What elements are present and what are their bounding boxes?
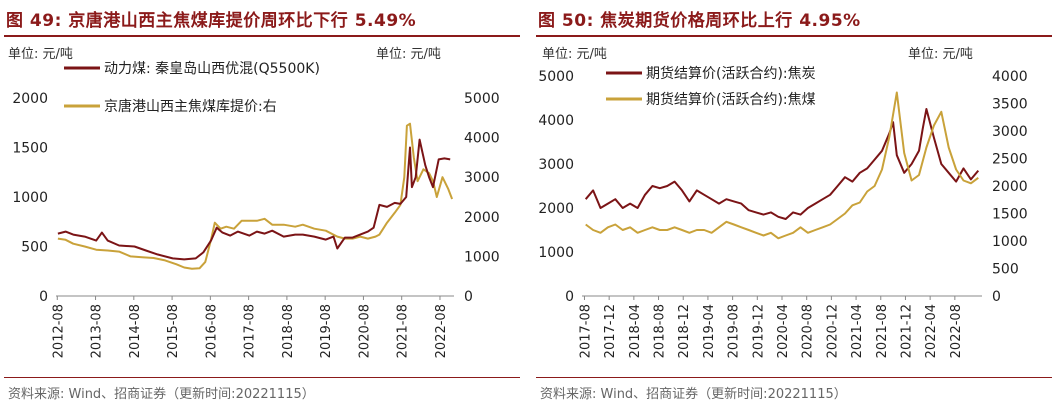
y-right-tick-label: 2000 [464, 210, 500, 226]
legend-label: 京唐港山西主焦煤库提价:右 [104, 98, 277, 115]
x-tick-label: 2018-08 [281, 304, 296, 358]
y-left-tick-label: 0 [39, 289, 48, 305]
y-left-tick-label: 1000 [12, 190, 48, 206]
x-tick-label: 2018-12 [677, 304, 692, 358]
y-left-tick-label: 5000 [538, 69, 574, 85]
y-right-tick-label: 1000 [464, 249, 500, 265]
left-axis-unit: 单位: 元/吨 [542, 47, 607, 62]
y-left-tick-label: 1500 [12, 141, 48, 157]
x-tick-label: 2017-12 [603, 304, 618, 358]
y-right-tick-label: 0 [992, 289, 1001, 305]
y-left-tick-label: 2000 [538, 201, 574, 217]
x-tick-label: 2021-08 [875, 304, 890, 358]
x-tick-label: 2013-08 [90, 304, 105, 358]
x-tick-label: 2021-08 [396, 304, 411, 358]
figure-title: 图 49: 京唐港山西主焦煤库提价周环比下行 5.49% [6, 11, 417, 31]
y-left-tick-label: 1000 [538, 245, 574, 261]
x-tick-label: 2020-08 [357, 304, 372, 358]
x-tick-label: 2019-08 [319, 304, 334, 358]
y-right-tick-label: 3000 [464, 170, 500, 186]
y-right-tick-label: 2000 [992, 179, 1028, 195]
x-tick-label: 2019-08 [727, 304, 742, 358]
x-tick-label: 2022-04 [924, 304, 939, 358]
x-tick-label: 2022-08 [949, 304, 964, 358]
y-right-tick-label: 500 [992, 262, 1019, 278]
x-tick-label: 2018-04 [628, 304, 643, 358]
x-tick-label: 2020-12 [825, 304, 840, 358]
y-right-tick-label: 1500 [992, 207, 1028, 223]
title-rule [4, 35, 520, 37]
figure-49: 图 49: 京唐港山西主焦煤库提价周环比下行 5.49% 单位: 元/吨 单位: … [4, 0, 524, 409]
y-left-tick-label: 3000 [538, 157, 574, 173]
left-axis-unit: 单位: 元/吨 [8, 47, 73, 62]
figure-50: 图 50: 焦炭期货价格周环比上行 4.95% 单位: 元/吨 单位: 元/吨 0 1… [536, 0, 1056, 409]
series-line-dark [57, 138, 451, 261]
y-left-tick-label: 0 [565, 289, 574, 305]
y-right-tick-label: 3000 [992, 124, 1028, 140]
source-note: 资料来源: Wind、招商证券（更新时间:20221115） [8, 387, 315, 402]
y-right-tick-label: 1000 [992, 234, 1028, 250]
y-right-tick-label: 3500 [992, 97, 1028, 113]
x-tick-label: 2017-08 [243, 304, 258, 358]
right-axis-unit: 单位: 元/吨 [376, 47, 441, 62]
y-right-tick-label: 4000 [464, 131, 500, 147]
x-tick-label: 2014-08 [128, 304, 143, 358]
x-tick-label: 2016-08 [204, 304, 219, 358]
y-left-tick-label: 4000 [538, 113, 574, 129]
y-left-tick-label: 2000 [12, 91, 48, 107]
chart-49: 单位: 元/吨 单位: 元/吨 0 500 1000 1500 2000 0 1000 2000 3… [8, 47, 500, 358]
title-rule [536, 35, 1052, 37]
x-tick-label: 2017-08 [578, 304, 593, 358]
x-tick-label: 2021-12 [899, 304, 914, 358]
y-right-tick-label: 0 [464, 289, 473, 305]
y-left-tick-label: 500 [21, 240, 48, 256]
x-tick-label: 2012-08 [51, 304, 66, 358]
x-tick-label: 2019-04 [702, 304, 717, 358]
x-tick-label: 2015-08 [166, 304, 181, 358]
right-axis-unit: 单位: 元/吨 [908, 47, 973, 62]
x-tick-label: 2019-12 [751, 304, 766, 358]
x-tick-label: 2021-04 [850, 304, 865, 358]
series-line-dark [584, 108, 980, 220]
legend-label: 期货结算价(活跃合约):焦炭 [646, 65, 816, 82]
footer-rule [536, 377, 1052, 378]
y-right-tick-label: 5000 [464, 91, 500, 107]
x-tick-label: 2018-08 [653, 304, 668, 358]
series-line-gold [57, 122, 454, 270]
y-right-tick-label: 2500 [992, 152, 1028, 168]
source-note: 资料来源: Wind、招商证券（更新时间:20221115） [540, 387, 847, 402]
legend-label: 期货结算价(活跃合约):焦煤 [646, 91, 816, 108]
legend-label: 动力煤: 秦皇岛山西优混(Q5500K) [104, 61, 320, 77]
chart-50: 单位: 元/吨 单位: 元/吨 0 1000 2000 3000 4000 5000 0 500 1… [538, 47, 1028, 358]
figure-title: 图 50: 焦炭期货价格周环比上行 4.95% [538, 11, 861, 31]
y-right-tick-label: 4000 [992, 69, 1028, 85]
footer-rule [4, 377, 520, 378]
x-tick-label: 2020-08 [801, 304, 816, 358]
series-line-gold [585, 91, 979, 240]
x-tick-label: 2020-04 [776, 304, 791, 358]
x-tick-label: 2022-08 [434, 304, 449, 358]
